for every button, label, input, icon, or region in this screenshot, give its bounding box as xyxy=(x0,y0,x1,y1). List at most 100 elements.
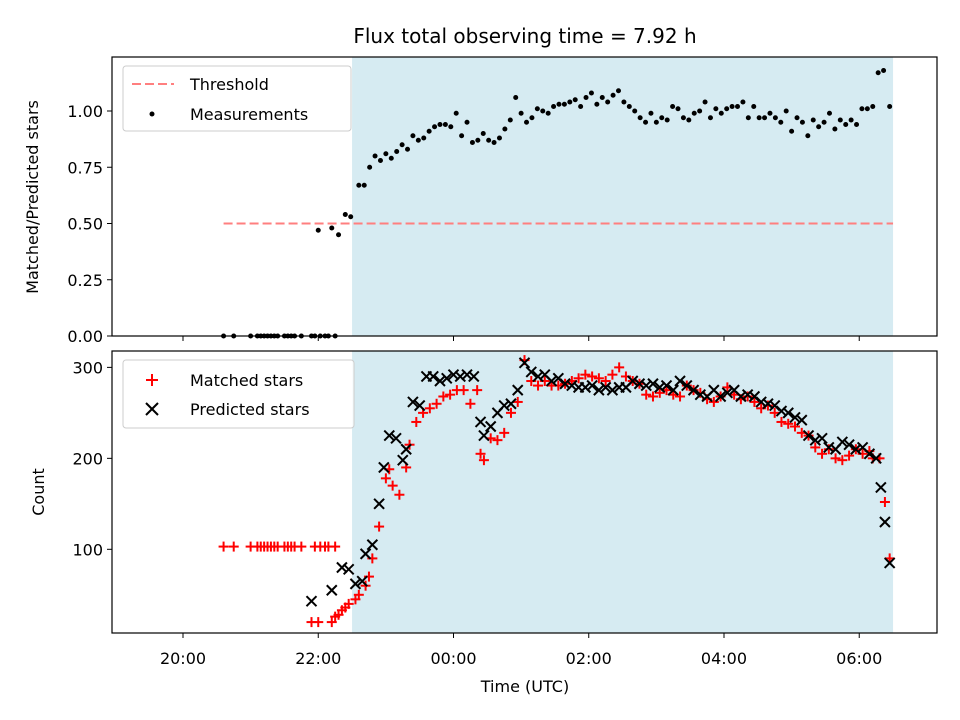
predicted-star-point xyxy=(566,379,578,392)
predicted-star-point xyxy=(809,434,821,446)
matched-star-point xyxy=(749,396,760,407)
predicted-star-point xyxy=(775,405,788,417)
predicted-star-mark xyxy=(383,429,395,442)
x-axis-label: Time (UTC) xyxy=(480,677,569,696)
matched-star-point xyxy=(411,416,422,427)
measurement-point xyxy=(507,117,513,123)
measurement-point xyxy=(551,104,557,109)
x-tick-label: 02:00 xyxy=(566,649,612,668)
measurement-point xyxy=(772,115,778,121)
measurement-point xyxy=(415,137,421,143)
predicted-star-mark xyxy=(856,441,869,454)
predicted-star-point xyxy=(545,375,558,387)
top-axes-frame xyxy=(111,56,938,337)
measurement-point xyxy=(342,212,348,217)
bottom-x-ticks: 20:00 22:00 00:00 02:00 04:00 06:00 xyxy=(160,633,882,668)
predicted-star-mark xyxy=(599,381,612,394)
predicted-star-point xyxy=(461,368,473,381)
measurement-point xyxy=(469,140,475,145)
predicted-star-mark xyxy=(593,384,605,396)
measurement-point xyxy=(480,131,486,136)
measurement-point xyxy=(686,117,692,123)
predicted-star-mark xyxy=(735,390,747,403)
measurement-point xyxy=(421,135,427,141)
measurement-point xyxy=(713,106,719,112)
matched-star-point xyxy=(587,371,598,382)
predicted-star-point xyxy=(660,379,673,392)
measurement-point xyxy=(383,151,389,157)
predicted-star-mark xyxy=(775,405,788,417)
top-y-tick-label: 0.25 xyxy=(67,271,103,290)
predicted-star-point xyxy=(474,416,487,428)
predicted-star-point xyxy=(789,411,801,424)
matched-star-point xyxy=(218,541,229,552)
measurement-point xyxy=(664,117,670,123)
matched-star-point xyxy=(769,407,780,418)
x-tick-label: 20:00 xyxy=(160,649,206,668)
measurement-point xyxy=(799,119,805,125)
predicted-star-mark xyxy=(714,390,727,403)
predicted-star-point xyxy=(741,388,754,401)
matched-star-point xyxy=(830,453,841,464)
top-observing-window xyxy=(352,57,894,336)
predicted-star-point xyxy=(434,375,446,387)
matched-star-point xyxy=(776,416,787,427)
measurement-point xyxy=(762,115,768,121)
matched-star-point xyxy=(512,396,523,407)
predicted-star-point xyxy=(687,384,700,396)
measurement-point xyxy=(691,110,697,116)
measurement-point xyxy=(789,128,795,134)
matched-star-point xyxy=(228,541,239,552)
predicted-star-mark xyxy=(349,578,362,590)
predicted-star-mark xyxy=(484,420,497,433)
predicted-star-mark xyxy=(378,461,390,474)
predicted-star-mark xyxy=(816,432,828,445)
predicted-star-point xyxy=(593,384,605,396)
predicted-star-mark xyxy=(667,384,679,396)
x-tick-label: 22:00 xyxy=(295,649,341,668)
bottom-points-group xyxy=(218,355,896,628)
legend-measurements-label: Measurements xyxy=(190,105,308,124)
measurement-point xyxy=(816,124,822,130)
matched-star-point xyxy=(431,398,442,409)
predicted-star-mark xyxy=(660,379,673,392)
legend-matched-label: Matched stars xyxy=(190,371,303,390)
matched-star-point xyxy=(424,403,435,414)
predicted-star-point xyxy=(400,443,412,455)
matched-star-point xyxy=(593,373,604,384)
measurement-point xyxy=(394,149,400,154)
bottom-axes-frame xyxy=(111,350,938,634)
measurement-point xyxy=(605,99,611,105)
predicted-star-mark xyxy=(755,396,767,408)
bottom-y-axis-label: Count xyxy=(29,468,48,516)
predicted-star-point xyxy=(843,438,855,451)
matched-star-point xyxy=(641,389,652,400)
measurement-point xyxy=(783,108,789,114)
measurement-point xyxy=(637,115,643,121)
predicted-star-mark xyxy=(768,399,781,412)
measurement-point xyxy=(599,95,605,100)
predicted-star-point xyxy=(606,384,619,396)
measurement-point xyxy=(453,110,459,116)
measurement-point xyxy=(567,99,573,105)
predicted-star-mark xyxy=(823,441,835,454)
measurement-point xyxy=(707,115,713,121)
predicted-star-point xyxy=(633,378,646,390)
measurement-point xyxy=(702,99,708,105)
measurement-point xyxy=(448,124,454,130)
bottom-legend-box xyxy=(122,359,355,429)
top-y-tick-label: 0.75 xyxy=(67,158,103,177)
bottom-y-tick-label: 200 xyxy=(72,449,103,468)
measurement-point xyxy=(821,119,827,125)
measurement-point xyxy=(724,106,730,112)
top-y-tick-label: 1.00 xyxy=(67,102,103,121)
matched-star-point xyxy=(330,541,341,552)
predicted-star-mark xyxy=(525,366,537,378)
measurement-point xyxy=(518,110,524,116)
predicted-star-point xyxy=(378,461,390,474)
matched-star-point xyxy=(614,362,625,373)
measurement-point xyxy=(588,90,594,96)
matched-star-point xyxy=(817,448,828,459)
predicted-star-mark xyxy=(461,368,473,381)
x-tick-label: 00:00 xyxy=(430,649,476,668)
